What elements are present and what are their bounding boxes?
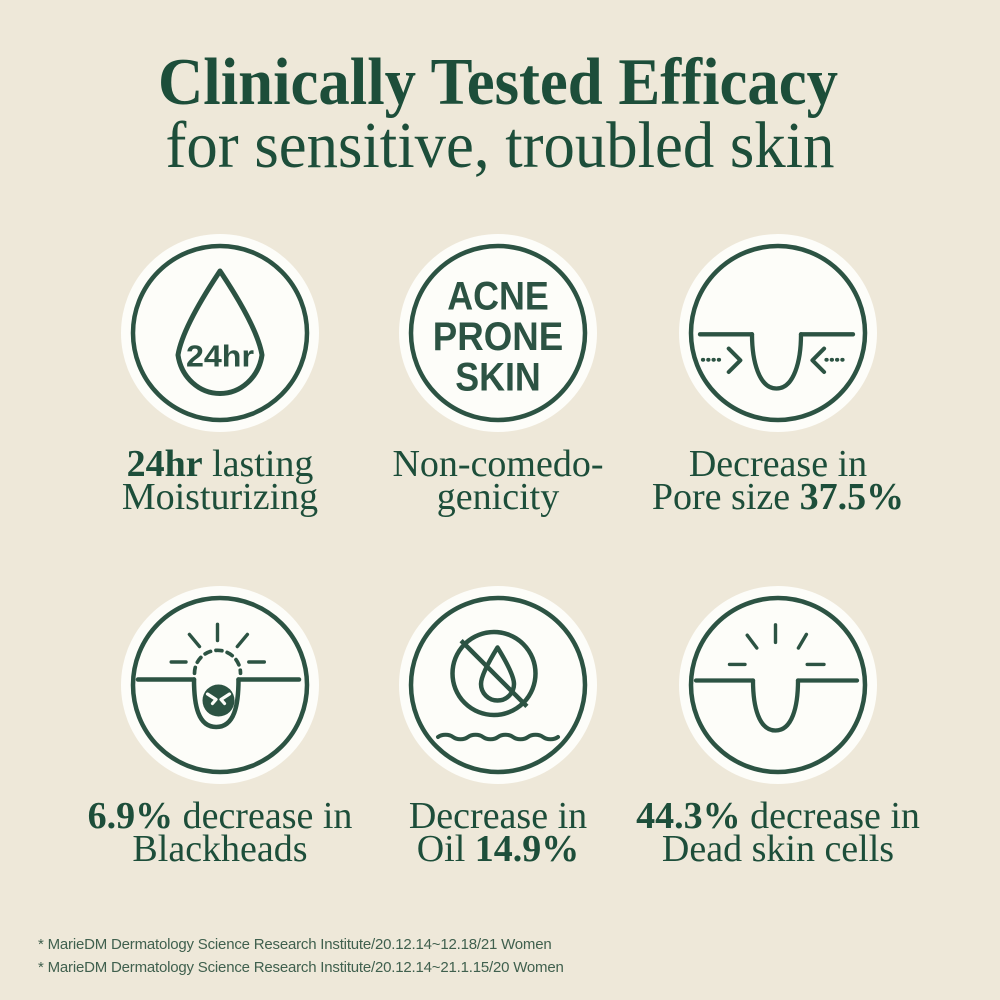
svg-text:24hr: 24hr (186, 338, 254, 373)
svg-text:PRONE: PRONE (433, 315, 563, 359)
svg-text:SKIN: SKIN (455, 356, 541, 400)
svg-text:ACNE: ACNE (447, 275, 549, 319)
